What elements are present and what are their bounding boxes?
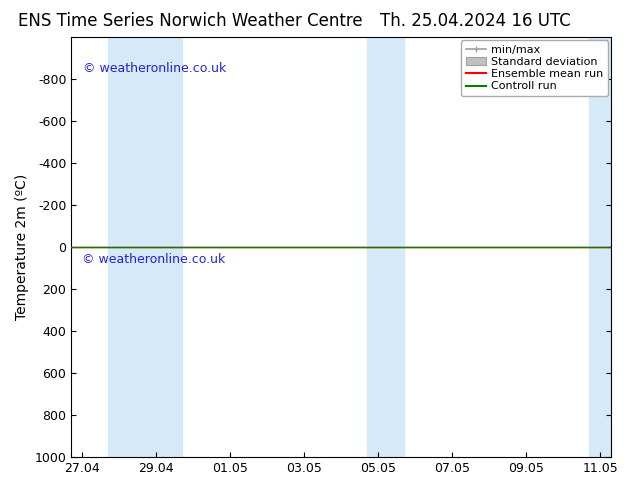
Y-axis label: Temperature 2m (ºC): Temperature 2m (ºC) bbox=[15, 174, 29, 320]
Bar bbox=[108, 37, 182, 457]
Bar bbox=[589, 37, 611, 457]
Text: Th. 25.04.2024 16 UTC: Th. 25.04.2024 16 UTC bbox=[380, 12, 571, 30]
Legend: min/max, Standard deviation, Ensemble mean run, Controll run: min/max, Standard deviation, Ensemble me… bbox=[461, 40, 608, 96]
Bar bbox=[367, 37, 404, 457]
Text: © weatheronline.co.uk: © weatheronline.co.uk bbox=[82, 253, 226, 267]
Text: ENS Time Series Norwich Weather Centre: ENS Time Series Norwich Weather Centre bbox=[18, 12, 363, 30]
Text: © weatheronline.co.uk: © weatheronline.co.uk bbox=[83, 62, 226, 75]
